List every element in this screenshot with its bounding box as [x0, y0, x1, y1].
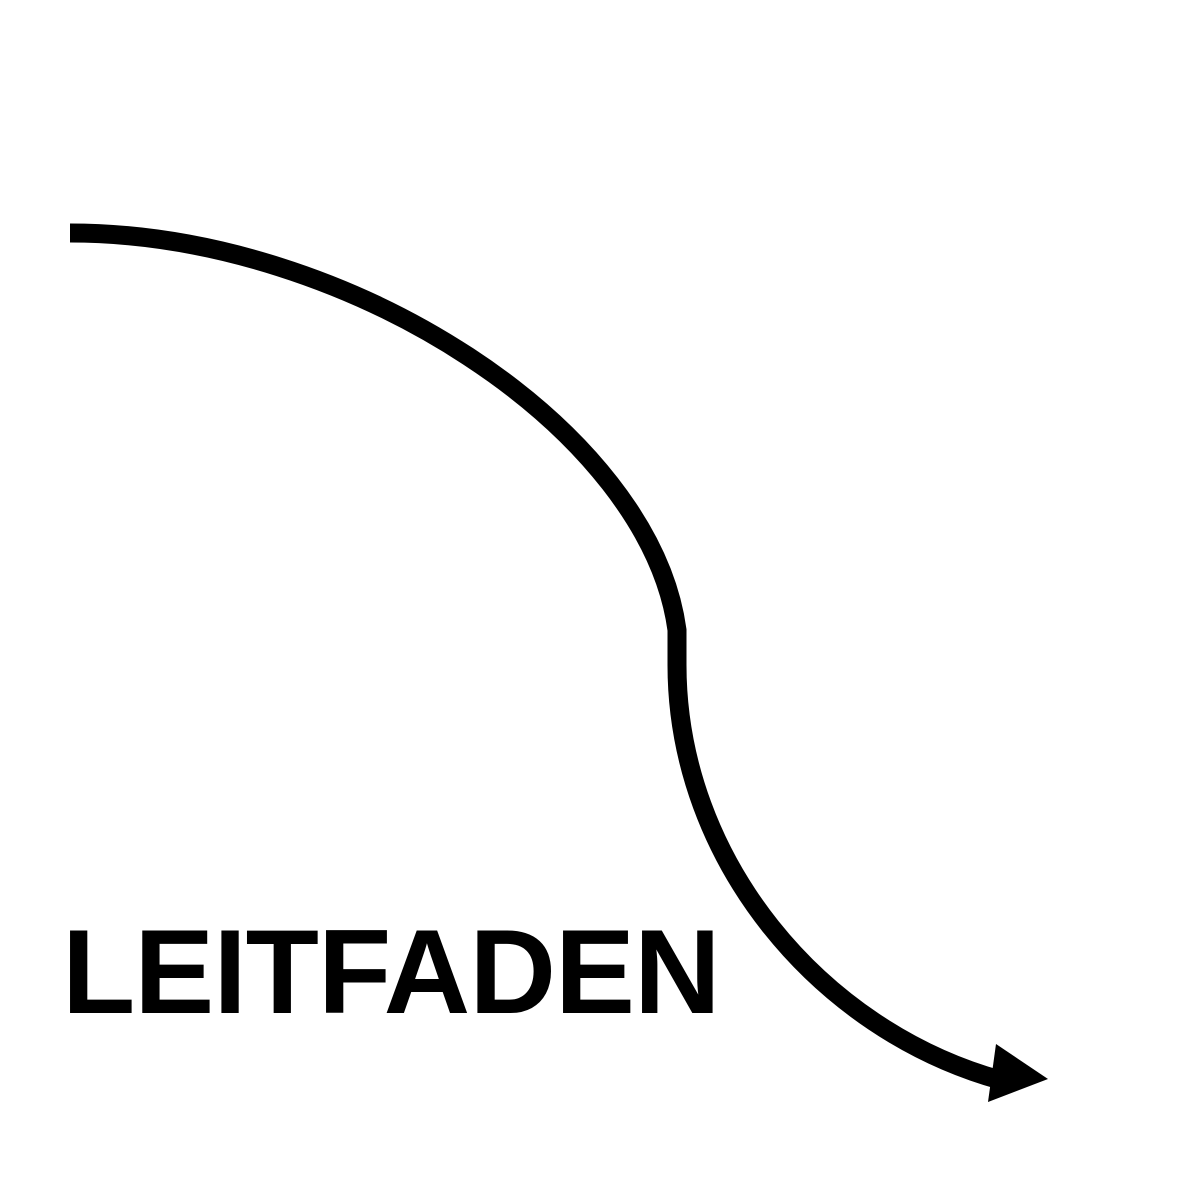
arrow-head	[988, 1044, 1048, 1102]
page-title: LEITFADEN	[62, 905, 721, 1039]
arrow-curve	[69, 223, 1003, 1090]
